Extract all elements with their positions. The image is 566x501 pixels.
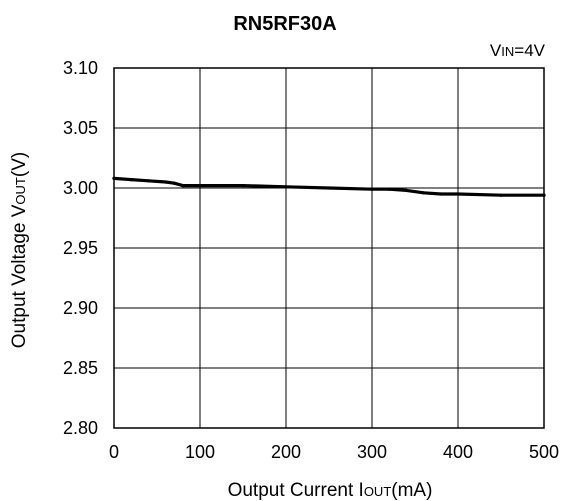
x-tick-label: 0 bbox=[109, 442, 119, 462]
data-point bbox=[241, 184, 245, 188]
y-axis-label: Output Voltage VOUT(V) bbox=[9, 152, 30, 348]
data-point bbox=[129, 178, 133, 182]
y-tick-label: 3.00 bbox=[63, 178, 98, 198]
y-tick-label: 2.95 bbox=[63, 238, 98, 258]
y-tick-label: 2.80 bbox=[63, 418, 98, 438]
data-point bbox=[112, 176, 116, 180]
data-point bbox=[499, 193, 503, 197]
data-series-line bbox=[112, 176, 546, 197]
tick-labels: 0 100 200 300 400 500 2.80 2.85 2.90 2.95 3.00 3.05… bbox=[63, 58, 559, 462]
data-point bbox=[456, 192, 460, 196]
data-point bbox=[284, 185, 288, 189]
data-point bbox=[172, 181, 176, 185]
chart-title: RN5RF30A bbox=[233, 13, 336, 35]
x-tick-label: 500 bbox=[529, 442, 559, 462]
x-tick-label: 100 bbox=[185, 442, 215, 462]
data-point bbox=[146, 179, 150, 183]
condition-label: VIN=4V bbox=[490, 41, 546, 60]
x-tick-label: 200 bbox=[271, 442, 301, 462]
y-tick-label: 3.10 bbox=[63, 58, 98, 78]
data-point bbox=[181, 184, 185, 188]
data-point bbox=[164, 180, 168, 184]
data-point bbox=[198, 184, 202, 188]
y-tick-label: 2.85 bbox=[63, 358, 98, 378]
data-point bbox=[370, 187, 374, 191]
y-tick-label: 2.90 bbox=[63, 298, 98, 318]
data-point bbox=[387, 187, 391, 191]
plot-frame bbox=[113, 67, 545, 429]
x-tick-label: 300 bbox=[357, 442, 387, 462]
data-point bbox=[542, 193, 546, 197]
x-axis-label: Output Current IOUT(mA) bbox=[228, 480, 433, 501]
data-point bbox=[404, 188, 408, 192]
y-tick-label: 3.05 bbox=[63, 118, 98, 138]
grid bbox=[113, 67, 545, 429]
data-point bbox=[439, 192, 443, 196]
data-point bbox=[422, 191, 426, 195]
x-tick-label: 400 bbox=[443, 442, 473, 462]
data-point bbox=[327, 186, 331, 190]
plot-lines bbox=[112, 176, 546, 197]
